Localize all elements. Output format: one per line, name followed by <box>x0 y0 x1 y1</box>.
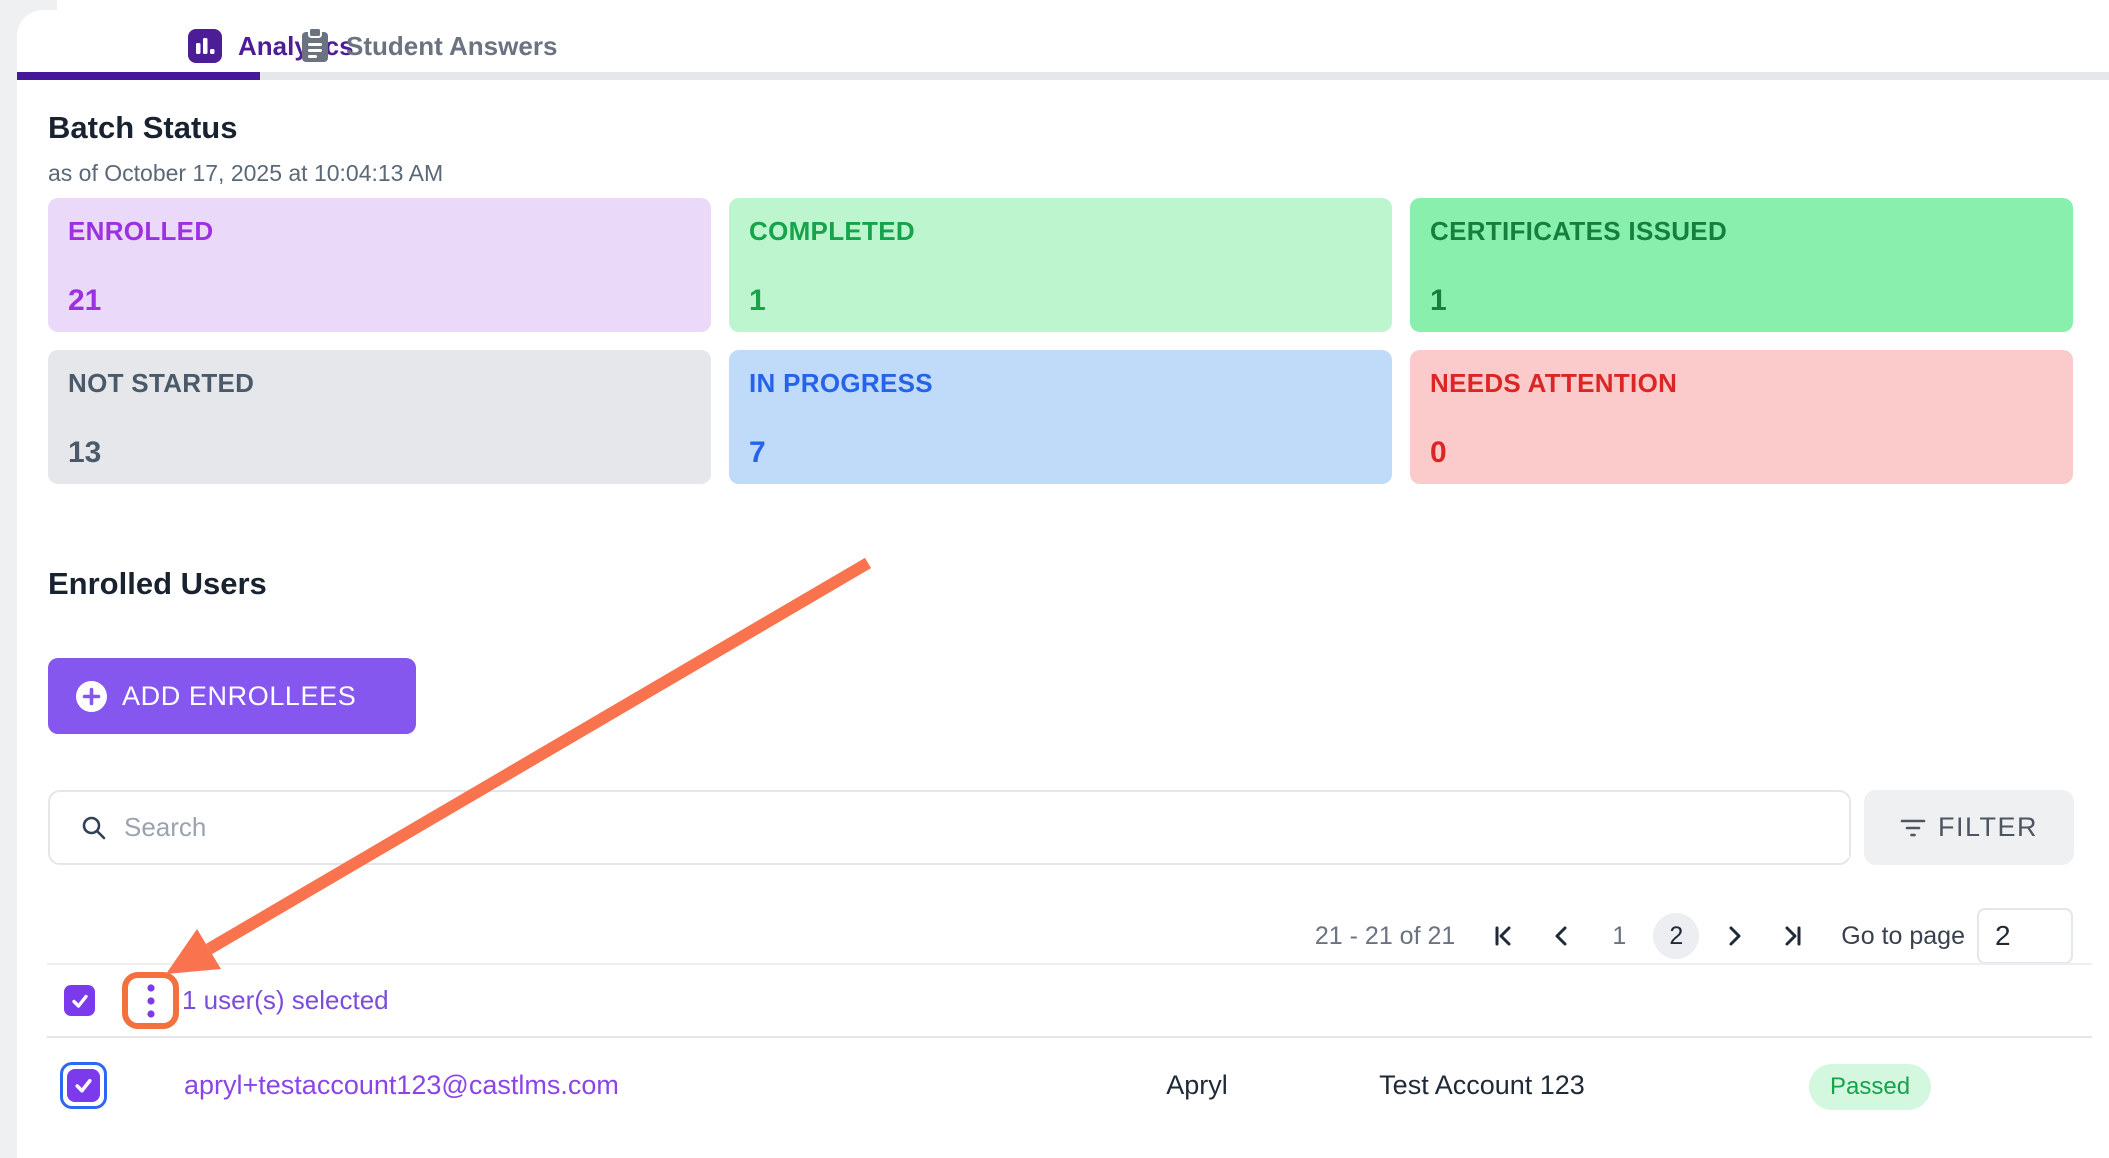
user-email-link[interactable]: apryl+testaccount123@castlms.com <box>184 1070 619 1100</box>
select-all-checkbox[interactable] <box>64 985 95 1016</box>
pagination: 21 - 21 of 21 1 2 Go to page <box>48 903 2073 969</box>
bar-chart-icon <box>188 29 222 63</box>
stat-label: NEEDS ATTENTION <box>1430 368 1678 398</box>
last-page-icon <box>1785 926 1801 946</box>
stat-value: 0 <box>1430 436 1447 469</box>
search-icon <box>82 816 106 839</box>
batch-status-cards: ENROLLED 21 COMPLETED 1 CERTIFICATES ISS… <box>48 198 2073 484</box>
row-checkbox-fill <box>67 1069 100 1102</box>
user-last-name: Test Account 123 <box>1379 1070 1585 1100</box>
tab-active-indicator <box>17 72 260 80</box>
tab-underline-track <box>17 72 2109 80</box>
stat-value: 1 <box>749 284 766 317</box>
batch-status-timestamp: as of October 17, 2025 at 10:04:13 AM <box>48 160 444 186</box>
clipboard-icon <box>302 28 328 62</box>
stat-label: ENROLLED <box>68 216 214 246</box>
stat-card-completed: COMPLETED 1 <box>729 198 1392 332</box>
filter-icon <box>1900 819 1926 836</box>
previous-page-button[interactable] <box>1539 913 1585 959</box>
stat-card-not-started: NOT STARTED 13 <box>48 350 711 484</box>
page-button-2-active[interactable]: 2 <box>1653 913 1700 959</box>
go-to-page-label: Go to page <box>1841 921 1965 950</box>
next-page-button[interactable] <box>1711 913 1757 959</box>
stat-value: 21 <box>68 284 102 317</box>
user-first-name: Apryl <box>1166 1070 1228 1100</box>
stat-label: COMPLETED <box>749 216 915 246</box>
stat-value: 1 <box>1430 284 1447 317</box>
stat-card-enrolled: ENROLLED 21 <box>48 198 711 332</box>
chevron-left-icon <box>1555 926 1567 946</box>
chevron-right-icon <box>1729 926 1741 946</box>
tab-student-answers[interactable]: Student Answers <box>300 24 557 68</box>
tab-analytics[interactable]: Analytics <box>188 24 354 68</box>
table-row: apryl+testaccount123@castlms.com Apryl T… <box>47 1038 2092 1134</box>
panel-rounded-corner <box>17 10 77 70</box>
stat-label: CERTIFICATES ISSUED <box>1430 216 1728 246</box>
enrolled-users-title: Enrolled Users <box>48 566 267 601</box>
stat-value: 7 <box>749 436 766 469</box>
last-page-button[interactable] <box>1769 913 1815 959</box>
first-page-icon <box>1495 926 1511 946</box>
first-page-button[interactable] <box>1481 913 1527 959</box>
add-enrollees-button[interactable]: ADD ENROLLEES <box>48 658 416 734</box>
add-enrollees-label: ADD ENROLLEES <box>122 680 357 711</box>
stat-card-in-progress: IN PROGRESS 7 <box>729 350 1392 484</box>
stat-label: NOT STARTED <box>68 368 255 398</box>
go-to-page-input[interactable] <box>1977 908 2073 964</box>
check-icon <box>71 994 88 1008</box>
selection-header-row: 1 user(s) selected <box>47 963 2092 1038</box>
page-left-gutter <box>0 0 17 1158</box>
stat-card-certificates-issued: CERTIFICATES ISSUED 1 <box>1410 198 2073 332</box>
stat-value: 13 <box>68 436 102 469</box>
plus-circle-icon <box>76 680 107 712</box>
tab-analytics-label: Analytics <box>238 31 354 61</box>
filter-label: FILTER <box>1937 812 2038 842</box>
search-input[interactable] <box>124 797 1849 858</box>
selected-count-label: 1 user(s) selected <box>182 985 389 1015</box>
kebab-menu-icon[interactable] <box>146 983 156 1019</box>
stat-label: IN PROGRESS <box>749 368 933 398</box>
batch-status-title: Batch Status <box>48 110 238 145</box>
bulk-actions-annotation-box <box>122 972 179 1029</box>
filter-button[interactable]: FILTER <box>1864 790 2074 865</box>
row-checkbox[interactable] <box>60 1062 107 1109</box>
pagination-range: 21 - 21 of 21 <box>1314 921 1456 950</box>
check-icon <box>75 1078 92 1093</box>
search-box <box>48 790 1851 865</box>
stat-card-needs-attention: NEEDS ATTENTION 0 <box>1410 350 2073 484</box>
status-badge: Passed <box>1809 1064 1932 1110</box>
page-button-1[interactable]: 1 <box>1612 921 1627 950</box>
tab-student-answers-label: Student Answers <box>346 31 558 61</box>
